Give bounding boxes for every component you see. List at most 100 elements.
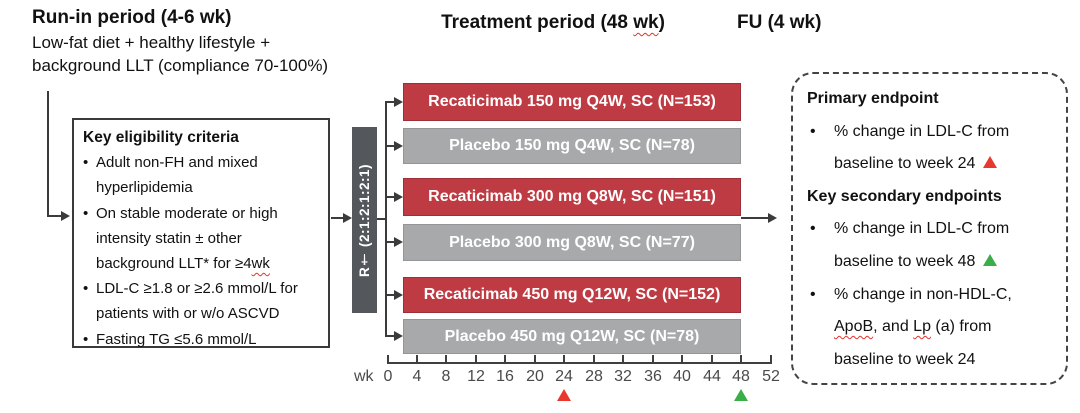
eligibility-text: Adult non-FH and mixed: [96, 154, 258, 172]
axis-tick: [416, 355, 418, 364]
follow-up-title: FU (4 wk): [737, 12, 822, 33]
endpoint-text: % change in LDL-C from: [834, 122, 1010, 140]
endpoint-item: baseline to week 48: [807, 246, 1058, 279]
axis-tick-label: 40: [673, 368, 691, 385]
endpoint-text: % change in LDL-C from: [834, 220, 1010, 238]
endpoint-text: baseline to week 24: [834, 350, 976, 368]
branch-line-arm2: [385, 145, 395, 147]
branch-arrowhead-icon: [394, 331, 403, 341]
randomization-bar: R† (2:1:2:1:2:1): [352, 127, 377, 313]
bullet-icon: •: [810, 220, 816, 238]
branch-arrowhead-icon: [394, 192, 403, 202]
treatment-title-wk: wk: [633, 12, 659, 33]
axis-tick: [652, 355, 654, 364]
week-axis: wk 0 4 8 12 16 20 24 28 32 36 40 44 48 5…: [354, 355, 780, 413]
eligibility-item: intensity statin ± other: [83, 226, 322, 251]
eligibility-item: • LDL-C ≥1.8 or ≥2.6 mmol/L for: [83, 276, 322, 301]
eligibility-item: background LLT* for ≥4 wk: [83, 251, 322, 276]
endpoints-panel: Primary endpoint • % change in LDL-C from…: [791, 72, 1068, 385]
bullet-icon: •: [83, 280, 89, 298]
run-in-flow-vline: [47, 91, 49, 217]
bullet-icon: •: [83, 204, 89, 222]
eligibility-item: • Fasting TG ≤5.6 mmol/L: [83, 327, 322, 352]
axis-tick: [622, 355, 624, 364]
bullet-icon: •: [810, 122, 816, 140]
axis-tick: [563, 355, 565, 364]
endpoint-text: , and: [873, 318, 914, 336]
run-in-desc-line2: background LLT (compliance 70-100%): [32, 56, 329, 75]
eligibility-text: patients with or w/o ASCVD: [96, 305, 280, 323]
axis-tick-label: 28: [585, 368, 603, 385]
endpoint-item: • % change in LDL-C from: [807, 213, 1058, 246]
eligibility-text: background LLT* for ≥4: [96, 255, 252, 273]
eligibility-item: • Adult non-FH and mixed: [83, 150, 322, 175]
endpoint-item: ApoB, and Lp (a) from: [807, 311, 1058, 344]
axis-tick: [681, 355, 683, 364]
week-axis-line: [387, 362, 772, 364]
arm-bar-recaticimab-150: Recaticimab 150 mg Q4W, SC (N=153): [403, 83, 741, 121]
axis-tick: [593, 355, 595, 364]
eligibility-text: On stable moderate or high: [96, 204, 278, 222]
branch-line-arm3: [385, 196, 395, 198]
red-triangle-icon: [983, 156, 998, 169]
axis-tick-label: 36: [644, 368, 662, 385]
axis-tick: [740, 355, 742, 364]
branch-line-arm4: [385, 241, 395, 243]
run-in-flow-hline: [47, 215, 62, 217]
branch-line-arm6: [385, 335, 395, 337]
axis-tick: [711, 355, 713, 364]
arm-bar-recaticimab-450: Recaticimab 450 mg Q12W, SC (N=152): [403, 277, 741, 313]
axis-tick-label: 24: [555, 368, 573, 385]
eligibility-text: Fasting TG ≤5.6 mmol/L: [96, 330, 257, 348]
branch-arrowhead-icon: [394, 237, 403, 247]
eligibility-text: hyperlipidemia: [96, 179, 193, 197]
eligibility-text: LDL-C ≥1.8 or ≥2.6 mmol/L for: [96, 280, 298, 298]
eligibility-text-misspelled: wk: [251, 255, 270, 273]
eligibility-item: • On stable moderate or high: [83, 201, 322, 226]
endpoint-item: baseline to week 24: [807, 148, 1058, 181]
endpoint-text: % change in non-HDL-C,: [834, 285, 1012, 303]
axis-tick: [475, 355, 477, 364]
eligibility-to-randomization-arrowhead-icon: [343, 213, 352, 223]
axis-tick: [770, 355, 772, 364]
arm-bar-recaticimab-300: Recaticimab 300 mg Q8W, SC (N=151): [403, 178, 741, 216]
run-in-period-title: Run-in period (4-6 wk): [32, 7, 232, 28]
eligibility-title: Key eligibility criteria: [83, 129, 239, 146]
arms-to-endpoints-line: [741, 217, 769, 219]
axis-tick: [534, 355, 536, 364]
endpoint-text: baseline to week 48: [834, 252, 976, 270]
branch-line-arm1: [385, 101, 395, 103]
branch-line-arm5: [385, 294, 395, 296]
axis-tick-label: 12: [467, 368, 485, 385]
axis-tick: [445, 355, 447, 364]
treatment-title-text: Treatment period (48: [441, 12, 634, 33]
week48-green-triangle-icon: [734, 389, 748, 401]
arm-bar-placebo-450: Placebo 450 mg Q12W, SC (N=78): [403, 319, 741, 354]
axis-tick: [387, 355, 389, 364]
eligibility-criteria-box: Key eligibility criteria • Adult non-FH a…: [72, 118, 330, 348]
green-triangle-icon: [983, 253, 998, 266]
treatment-title-close: ): [658, 12, 665, 33]
eligibility-item: patients with or w/o ASCVD: [83, 301, 322, 326]
bullet-icon: •: [83, 154, 89, 172]
endpoint-text-lp: Lp: [913, 318, 931, 336]
axis-tick-label: 20: [526, 368, 544, 385]
axis-tick-label: 4: [412, 368, 422, 385]
axis-tick-label: 44: [703, 368, 721, 385]
week-axis-unit-label: wk: [354, 368, 374, 385]
branch-arrowhead-icon: [394, 290, 403, 300]
arm-bar-placebo-300: Placebo 300 mg Q8W, SC (N=77): [403, 224, 741, 261]
bullet-icon: •: [810, 285, 816, 303]
endpoint-text-apob: ApoB: [834, 318, 874, 336]
eligibility-to-randomization-line: [331, 217, 344, 219]
treatment-period-title: Treatment period (48 wk): [400, 12, 706, 34]
randomization-branch-stem: [377, 218, 387, 220]
branch-vertical-line: [385, 101, 387, 337]
endpoint-item: • % change in LDL-C from: [807, 116, 1058, 149]
axis-tick-label: 52: [762, 368, 780, 385]
endpoint-item: baseline to week 24: [807, 344, 1058, 377]
axis-tick-label: 0: [383, 368, 393, 385]
secondary-endpoints-title: Key secondary endpoints: [807, 187, 1002, 205]
axis-tick-label: 32: [614, 368, 632, 385]
